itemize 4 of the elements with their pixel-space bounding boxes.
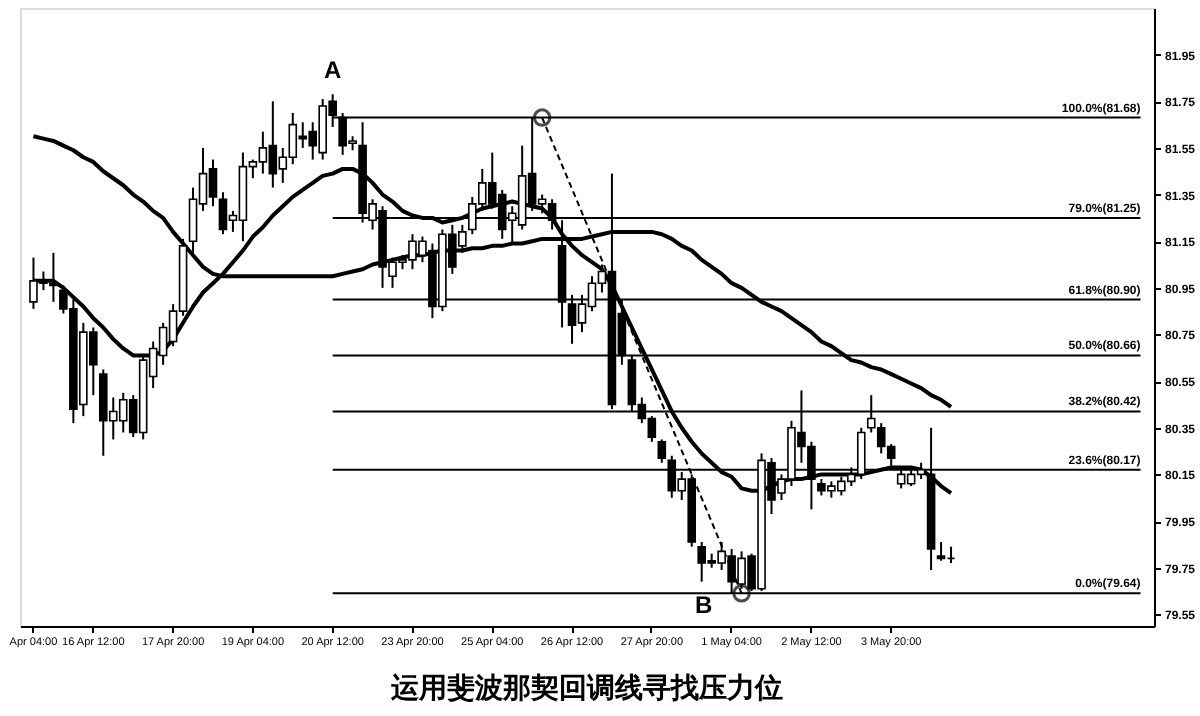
annotation: A [324, 56, 342, 85]
annotation: B [694, 591, 713, 620]
text: 运用斐波那契回调线寻找压力位 [389, 673, 783, 705]
candlestick [657, 438, 667, 464]
